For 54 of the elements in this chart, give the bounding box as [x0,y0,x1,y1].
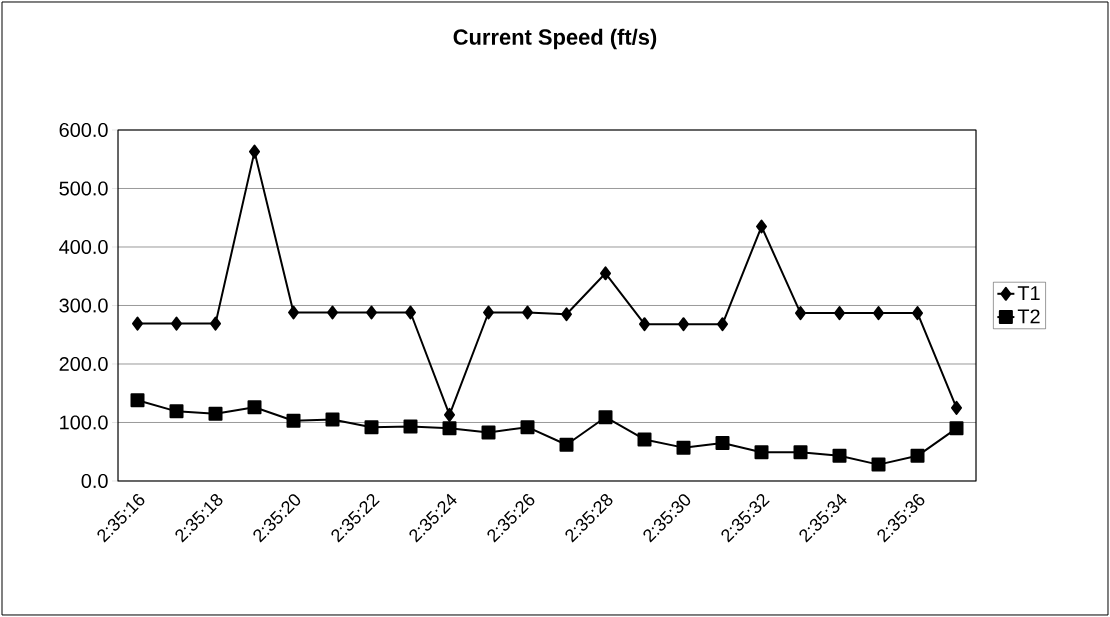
point [910,448,925,463]
point [288,305,300,320]
point [132,316,144,331]
point [405,305,417,320]
point [444,407,456,422]
point [442,421,457,436]
point [327,305,339,320]
point [483,305,495,320]
point [637,432,652,447]
point [676,440,691,455]
point [364,420,379,435]
point [325,412,340,427]
point [522,305,534,320]
point [600,266,612,281]
legend-label: T1 [1017,286,1040,300]
point [249,144,261,159]
point [871,457,886,472]
point [912,306,924,321]
y-tick-label: 300.0 [59,298,108,313]
point [717,317,729,332]
point [756,219,768,234]
point [715,435,730,450]
point [598,410,613,425]
point [754,445,769,460]
y-tick-label: 0.0 [81,473,108,489]
legend-label: T2 [1017,309,1040,324]
point [208,406,223,421]
point [210,316,222,331]
point [559,437,574,452]
point [678,317,690,332]
point [951,400,963,415]
point [366,305,378,320]
point [520,420,535,435]
point [834,306,846,321]
y-tick-label: 200.0 [59,356,108,372]
point [873,306,885,321]
chart-title: Current Speed (ft/s) [453,28,657,50]
point [832,448,847,463]
point [795,306,807,321]
y-tick-label: 400.0 [59,239,108,255]
y-tick-label: 500.0 [59,181,108,196]
point [247,400,262,415]
point [949,421,964,436]
point [403,419,418,434]
point [481,425,496,440]
point [130,393,145,408]
point [639,317,651,332]
point [169,404,184,419]
y-tick-label: 600.0 [59,122,108,138]
point [793,445,808,460]
point [171,316,183,331]
point [286,413,301,428]
y-tick-label: 100.0 [60,415,108,430]
point [561,307,573,322]
